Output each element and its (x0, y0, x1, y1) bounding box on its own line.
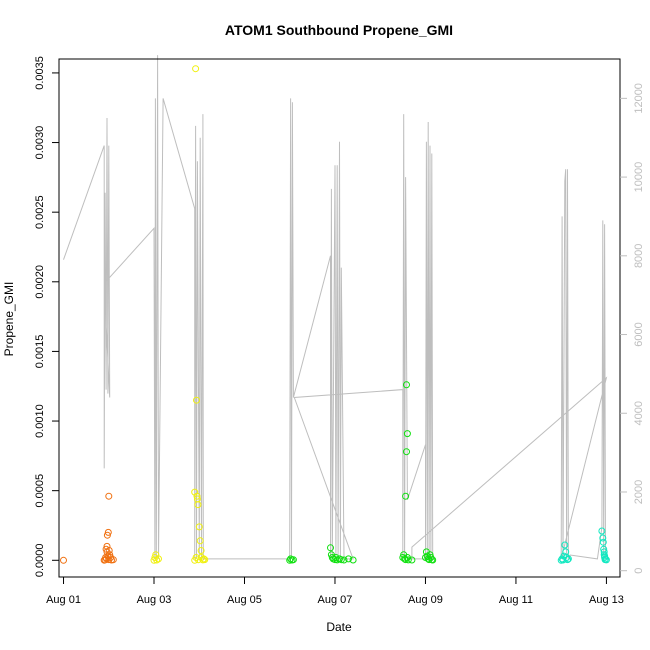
y2-tick-label: 8000 (633, 244, 645, 268)
data-point (601, 552, 609, 560)
data-point (599, 534, 607, 542)
data-point (193, 492, 201, 500)
data-point (196, 537, 204, 545)
plot-frame (58, 58, 621, 578)
data-point (194, 556, 202, 564)
data-point (197, 547, 205, 554)
y-tick-label: 0.0010 (34, 404, 46, 438)
data-point (402, 492, 410, 500)
data-point (349, 556, 357, 564)
data-point (105, 556, 113, 564)
data-point (153, 556, 161, 564)
data-point (100, 556, 108, 564)
data-point (429, 556, 437, 564)
data-point (287, 555, 295, 563)
plot-area (60, 55, 610, 564)
data-point (404, 556, 412, 564)
y2-tick-label: 4000 (633, 401, 645, 425)
data-point (195, 523, 203, 531)
x-tick-label: Aug 05 (227, 594, 262, 606)
x-tick-label: Aug 07 (318, 594, 353, 606)
data-point (155, 555, 162, 563)
y-tick-label: 0.0000 (34, 543, 46, 577)
x-tick-label: Aug 01 (46, 594, 81, 606)
data-point (600, 548, 608, 556)
data-point (103, 542, 111, 550)
data-point (60, 556, 67, 564)
x-axis-label: Date (326, 620, 352, 634)
data-point (345, 555, 352, 563)
data-point (193, 495, 201, 503)
y-axis-label: Propene_GMI (2, 282, 16, 357)
data-point (561, 541, 569, 549)
y-tick-label: 0.0035 (34, 56, 46, 90)
data-point (194, 501, 202, 509)
chart-title: ATOM1 Southbound Propene_GMI (225, 22, 453, 38)
data-point (564, 556, 571, 564)
data-point (403, 381, 410, 389)
data-point (105, 547, 113, 554)
data-point (599, 538, 607, 546)
x-tick-label: Aug 09 (408, 594, 443, 606)
data-point (403, 448, 410, 456)
y-tick-label: 0.0025 (34, 195, 46, 229)
data-point (602, 556, 610, 564)
data-point (327, 544, 334, 552)
data-point (425, 556, 433, 564)
data-point (598, 527, 606, 535)
data-point (192, 65, 200, 73)
y2-tick-label: 12000 (633, 83, 645, 114)
y-tick-label: 0.0030 (34, 126, 46, 160)
data-point (340, 556, 348, 564)
x-tick-label: Aug 03 (137, 594, 172, 606)
data-point (337, 556, 345, 564)
x-tick-label: Aug 13 (589, 594, 624, 606)
data-point (602, 555, 609, 563)
data-point (105, 492, 113, 500)
y-tick-label: 0.0015 (34, 335, 46, 369)
y2-tick-label: 6000 (633, 322, 645, 346)
y2-tick-label: 2000 (633, 480, 645, 504)
y2-tick-label: 10000 (633, 162, 645, 193)
x-tick-label: Aug 11 (499, 594, 533, 606)
data-point (403, 430, 411, 438)
data-point (192, 554, 200, 561)
data-point (289, 556, 297, 564)
data-point (408, 556, 416, 564)
y-tick-label: 0.0005 (34, 474, 46, 508)
data-point (109, 556, 117, 564)
altitude-line (63, 55, 608, 560)
data-point (104, 528, 112, 536)
data-point (564, 555, 572, 563)
data-point (191, 488, 199, 496)
data-point (286, 556, 294, 564)
y2-tick-label: 0 (633, 568, 645, 574)
y-tick-label: 0.0020 (34, 265, 46, 299)
data-point (193, 396, 200, 404)
